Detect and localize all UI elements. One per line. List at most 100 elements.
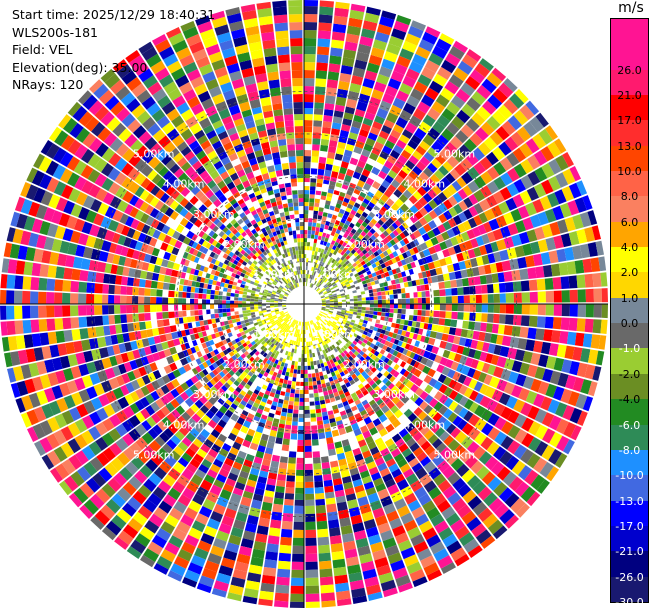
velocity-gate — [316, 512, 327, 522]
velocity-gate — [226, 304, 231, 309]
velocity-gate — [279, 544, 292, 554]
velocity-gate — [266, 300, 271, 303]
velocity-gate — [443, 435, 455, 446]
velocity-gate — [407, 412, 418, 423]
velocity-gate — [515, 373, 527, 387]
velocity-gate — [377, 304, 382, 308]
velocity-gate — [70, 305, 79, 317]
velocity-gate — [385, 227, 393, 235]
velocity-gate — [304, 421, 311, 426]
velocity-gate — [476, 106, 491, 121]
velocity-gate — [321, 300, 326, 302]
velocity-gate — [424, 284, 430, 291]
velocity-gate — [530, 352, 541, 366]
velocity-gate — [318, 278, 322, 283]
velocity-gate — [386, 248, 392, 255]
velocity-gate — [343, 279, 349, 283]
velocity-gate — [373, 326, 379, 332]
velocity-gate — [452, 149, 466, 163]
velocity-gate — [559, 331, 569, 344]
velocity-gate — [438, 281, 446, 289]
velocity-gate — [288, 404, 294, 410]
velocity-gate — [339, 166, 348, 175]
velocity-gate — [458, 261, 467, 270]
velocity-gate — [539, 461, 554, 478]
velocity-gate — [449, 168, 461, 180]
velocity-gate — [386, 112, 399, 124]
velocity-gate — [479, 383, 489, 395]
velocity-gate — [505, 314, 514, 325]
velocity-gate — [246, 304, 251, 307]
velocity-gate — [329, 55, 342, 65]
velocity-gate — [339, 315, 344, 319]
velocity-gate — [260, 582, 275, 593]
velocity-gate — [363, 198, 370, 205]
velocity-gate — [349, 306, 354, 309]
velocity-gate — [481, 471, 496, 486]
velocity-gate — [393, 371, 400, 378]
velocity-gate — [368, 201, 376, 209]
velocity-gate — [337, 263, 342, 269]
velocity-gate — [262, 297, 267, 300]
velocity-gate — [313, 388, 319, 394]
velocity-gate — [314, 481, 324, 488]
velocity-gate — [305, 487, 314, 494]
velocity-gate — [443, 408, 453, 419]
velocity-gate — [539, 195, 552, 211]
velocity-gate — [349, 157, 359, 166]
velocity-gate — [254, 309, 259, 312]
velocity-gate — [399, 48, 414, 61]
velocity-gate — [490, 461, 505, 476]
velocity-gate — [553, 235, 564, 249]
velocity-gate — [435, 267, 443, 275]
velocity-gate — [337, 296, 342, 299]
velocity-gate — [461, 54, 478, 69]
velocity-gate — [436, 134, 449, 148]
velocity-gate — [305, 521, 316, 530]
velocity-gate — [341, 299, 346, 302]
velocity-gate — [433, 310, 440, 318]
velocity-gate — [514, 429, 528, 444]
velocity-gate — [311, 373, 316, 378]
velocity-gate — [392, 244, 399, 251]
velocity-gate — [304, 138, 312, 145]
velocity-gate — [316, 182, 323, 188]
velocity-gate — [462, 185, 473, 197]
velocity-gate — [521, 417, 534, 432]
velocity-gate — [512, 281, 522, 292]
velocity-gate — [427, 162, 438, 174]
velocity-gate — [316, 360, 320, 365]
velocity-gate — [376, 372, 383, 379]
velocity-gate — [325, 309, 330, 312]
velocity-gate — [291, 385, 296, 390]
velocity-gate — [389, 355, 396, 362]
velocity-gate — [348, 279, 354, 284]
velocity-gate — [498, 82, 514, 98]
velocity-gate — [318, 162, 326, 170]
velocity-gate — [250, 306, 255, 310]
velocity-gate — [464, 259, 472, 269]
velocity-gate — [432, 121, 446, 134]
velocity-gate — [279, 462, 288, 470]
velocity-gate — [210, 313, 216, 319]
velocity-gate — [321, 304, 326, 307]
velocity-gate — [326, 157, 334, 165]
velocity-gate — [318, 432, 326, 440]
velocity-gate — [299, 393, 304, 398]
velocity-gate — [337, 243, 342, 249]
velocity-gate — [413, 304, 418, 310]
velocity-gate — [513, 315, 522, 326]
velocity-gate — [47, 265, 57, 278]
velocity-gate — [506, 183, 519, 197]
velocity-gate — [294, 393, 300, 398]
velocity-gate — [210, 304, 215, 309]
velocity-gate — [317, 46, 330, 56]
velocity-gate — [114, 314, 121, 324]
velocity-gate — [491, 205, 503, 218]
velocity-gate — [400, 179, 411, 189]
velocity-gate — [273, 497, 284, 505]
velocity-gate — [315, 227, 320, 232]
velocity-gate — [345, 33, 360, 44]
velocity-gate — [394, 219, 402, 227]
velocity-gate — [413, 361, 420, 369]
